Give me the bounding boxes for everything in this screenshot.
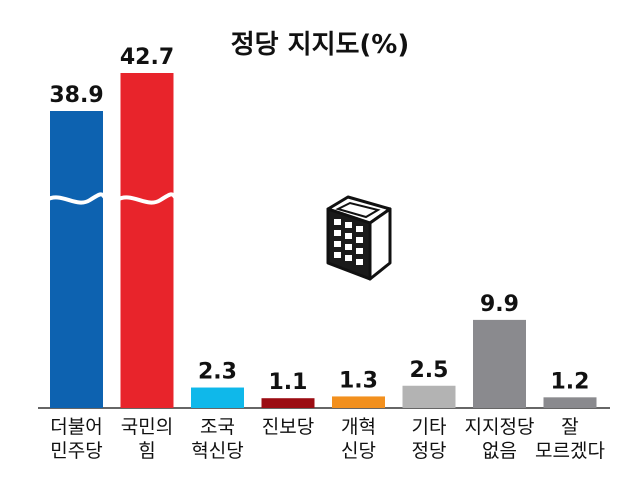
category-label: 지지정당	[465, 416, 535, 438]
bar-8	[543, 397, 597, 408]
value-label: 42.7	[120, 45, 174, 70]
value-label: 2.5	[410, 358, 449, 383]
value-label: 1.1	[269, 370, 308, 395]
axis-break-mark	[115, 192, 179, 205]
category-label: 민주당	[50, 440, 102, 462]
axis-break-mark	[45, 192, 109, 205]
value-label: 9.9	[480, 292, 519, 317]
bar-1	[50, 111, 103, 408]
category-label: 없음	[482, 440, 517, 462]
category-label: 더불어	[50, 416, 102, 438]
bar-7	[473, 319, 526, 408]
category-label: 모르겠다	[535, 440, 605, 462]
category-label: 혁신당	[191, 440, 243, 462]
category-label: 진보당	[262, 416, 314, 438]
bar-3	[191, 387, 244, 408]
value-label: 1.2	[551, 369, 590, 394]
category-label: 조국	[200, 416, 235, 438]
building-icon	[326, 195, 392, 281]
bar-2	[120, 73, 174, 408]
bar-6	[402, 385, 456, 408]
bar-4	[261, 398, 315, 408]
chart-title: 정당 지지도(%)	[230, 30, 410, 60]
category-label: 기타	[412, 416, 447, 438]
category-label: 신당	[341, 440, 376, 462]
value-label: 1.3	[339, 368, 378, 393]
category-label: 개혁	[341, 416, 376, 438]
bar-5	[332, 396, 385, 408]
category-label: 국민의	[121, 416, 173, 438]
category-label: 잘	[561, 416, 578, 438]
category-label: 정당	[412, 440, 447, 462]
value-label: 2.3	[198, 360, 237, 385]
category-label: 힘	[138, 440, 155, 462]
value-label: 38.9	[49, 83, 103, 108]
